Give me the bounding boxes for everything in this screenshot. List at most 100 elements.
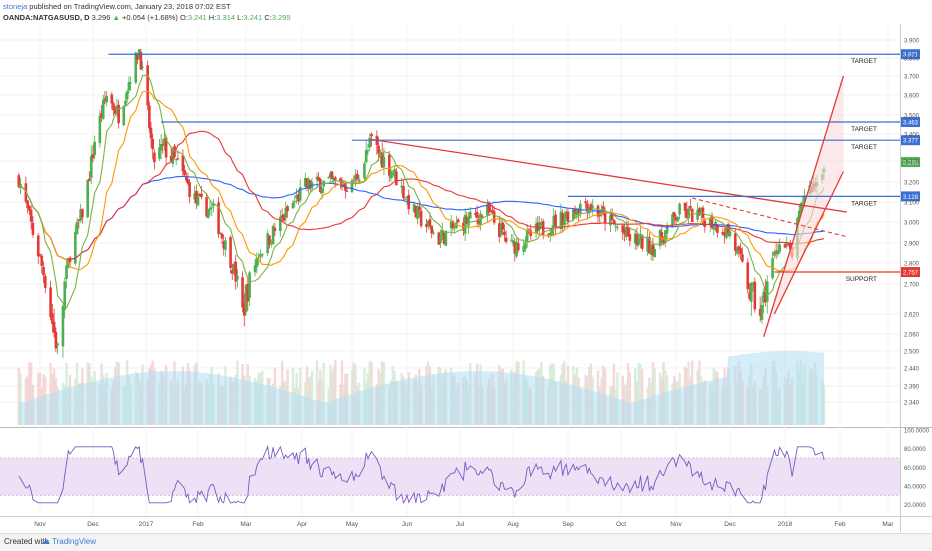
- candle-body: [122, 105, 126, 126]
- level-tag-value: 3.128: [903, 195, 919, 201]
- candle-body: [509, 240, 513, 242]
- candle-body: [253, 265, 257, 273]
- candle-body: [79, 209, 82, 221]
- candle-body: [339, 178, 342, 182]
- candle-body: [382, 156, 386, 168]
- candle-body: [536, 222, 540, 231]
- open-label: O:: [180, 13, 188, 22]
- candle-body: [441, 230, 444, 238]
- candle-body: [101, 100, 105, 119]
- low-value: 3.241: [243, 13, 263, 22]
- candle-body: [765, 281, 769, 302]
- volume-bar: [26, 375, 29, 425]
- candle-body: [511, 240, 515, 244]
- candle-body: [465, 216, 469, 224]
- candle-body: [52, 321, 56, 333]
- candle-body: [712, 228, 716, 230]
- candle-body: [26, 200, 29, 209]
- volume-bar: [28, 362, 31, 425]
- candle-body: [74, 231, 77, 264]
- candle-body: [527, 228, 531, 230]
- candle-body: [268, 235, 271, 245]
- candle-body: [621, 225, 625, 233]
- candle-body: [787, 244, 790, 246]
- candle-body: [552, 215, 556, 229]
- candle-body: [416, 207, 419, 220]
- candle-body: [468, 211, 472, 219]
- ma-50-line: [18, 130, 825, 261]
- candle-body: [603, 210, 607, 224]
- candle-body: [117, 104, 120, 124]
- candle-body: [356, 173, 359, 180]
- candle-body: [103, 98, 107, 101]
- candle-body: [370, 134, 373, 137]
- candle-body: [455, 222, 458, 229]
- candle-body: [444, 230, 448, 246]
- candle-body: [350, 180, 354, 193]
- level-tag-value: 3.377: [903, 139, 919, 145]
- candle-body: [184, 176, 188, 181]
- volume-bar: [340, 360, 344, 425]
- candle-body: [354, 174, 357, 182]
- candle-body: [282, 214, 286, 221]
- candle-body: [725, 226, 728, 238]
- candle-body: [271, 226, 275, 245]
- volume-bar: [305, 366, 309, 425]
- symbol-label[interactable]: OANDA:NATGASUSD, D: [3, 13, 90, 22]
- candle-body: [437, 232, 441, 245]
- candle-body: [44, 276, 47, 288]
- time-axis-label: Sep: [562, 521, 574, 528]
- price-axis-label: 2.620: [904, 313, 920, 319]
- time-axis-label: Nov: [670, 521, 682, 528]
- candle-body: [432, 232, 435, 234]
- candle-body: [28, 206, 31, 211]
- candle-body: [307, 179, 310, 190]
- candle-body: [36, 235, 40, 257]
- trendline-3: [773, 171, 845, 315]
- candle-body: [451, 220, 455, 229]
- time-axis-label: Apr: [297, 521, 308, 528]
- candle-body: [255, 258, 259, 267]
- candle-body: [257, 257, 260, 259]
- price-axis-label: 3.400: [904, 133, 920, 139]
- candle-body: [330, 171, 334, 179]
- candle-body: [463, 215, 467, 234]
- tradingview-brand[interactable]: TradingView: [52, 537, 97, 546]
- candle-body: [320, 188, 324, 194]
- candle-body: [690, 208, 694, 222]
- ohlc-legend: OANDA:NATGASUSD, D 3.296 ▲ +0.054 (+1.68…: [3, 13, 291, 22]
- candle-body: [751, 282, 755, 285]
- trendline-1: [371, 138, 847, 213]
- candle-body: [260, 254, 264, 256]
- level-label-target: TARGET: [851, 200, 877, 207]
- candle-body: [377, 145, 380, 154]
- candle-body: [17, 175, 21, 187]
- candle-body: [489, 211, 493, 213]
- candle-body: [554, 214, 557, 227]
- candle-body: [637, 238, 641, 245]
- candle-body: [232, 264, 236, 272]
- candle-body: [475, 212, 479, 218]
- candle-body: [749, 283, 753, 302]
- rsi-axis-label: 40.0000: [904, 485, 926, 491]
- candle-body: [797, 210, 801, 219]
- level-tag-value: 3.463: [903, 121, 919, 127]
- candle-body: [266, 233, 269, 254]
- candle-body: [746, 262, 750, 290]
- candle-body: [183, 169, 186, 176]
- volume-bar: [612, 363, 616, 425]
- price-axis-label: 3.000: [904, 221, 920, 227]
- candle-body: [783, 244, 787, 248]
- candle-body: [658, 230, 662, 246]
- candle-body: [534, 223, 538, 234]
- author-link[interactable]: stoneja: [3, 2, 28, 11]
- time-axis-label: 2018: [778, 521, 793, 528]
- candle-body: [141, 66, 144, 68]
- candle-body: [158, 147, 161, 159]
- candle-body: [393, 168, 396, 177]
- candle-body: [559, 211, 563, 230]
- candle-body: [566, 211, 570, 222]
- candle-body: [295, 195, 298, 199]
- candle-body: [51, 313, 54, 324]
- candle-body: [205, 197, 208, 217]
